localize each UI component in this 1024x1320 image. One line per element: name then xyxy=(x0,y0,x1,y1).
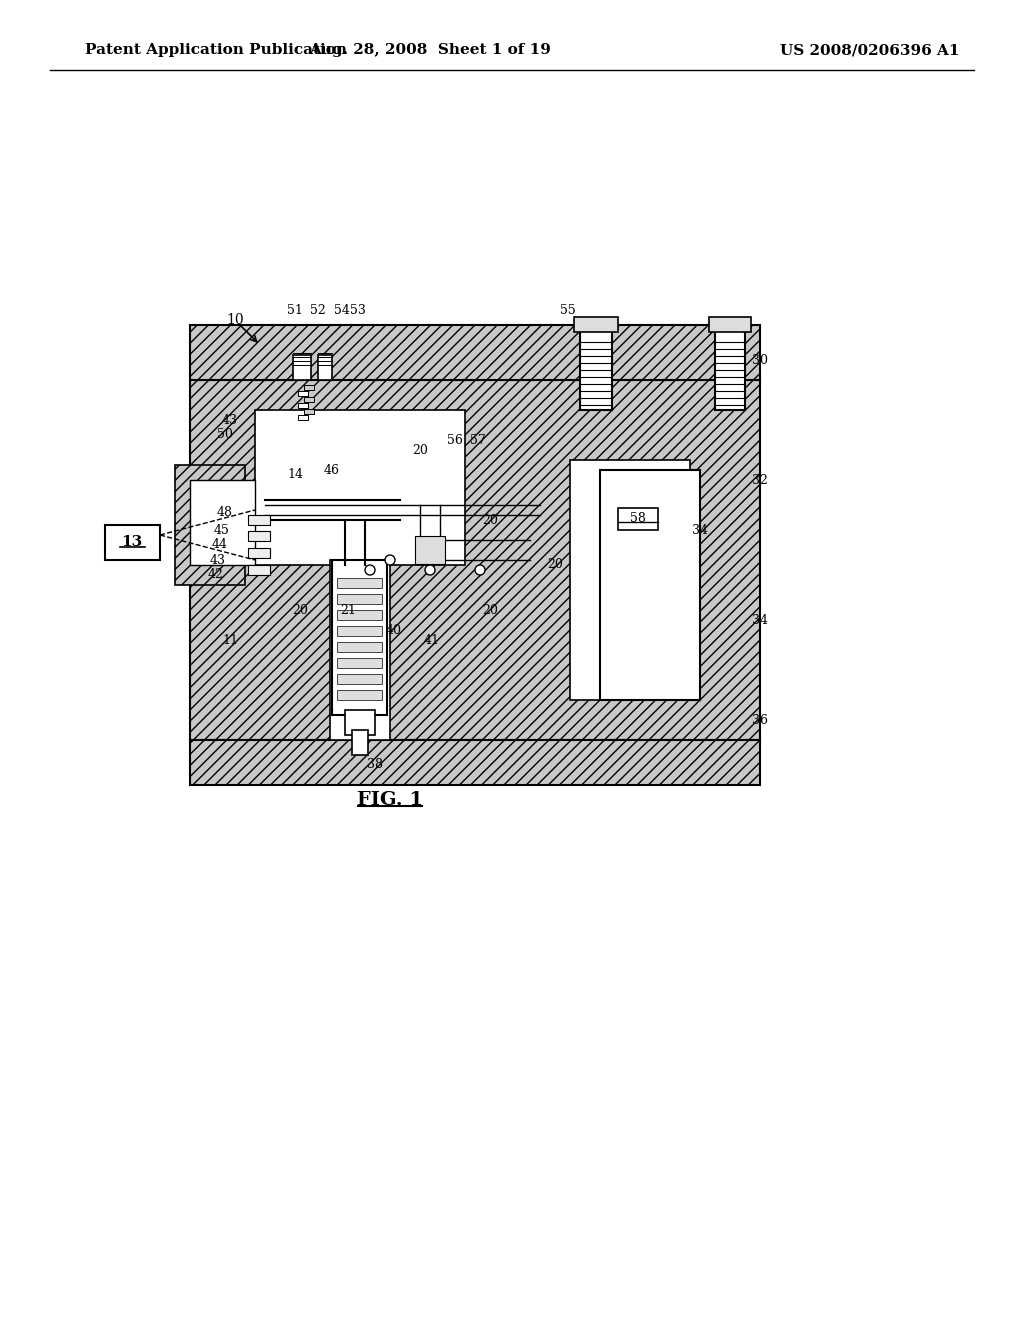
Text: 56: 56 xyxy=(447,433,463,446)
Bar xyxy=(304,397,314,403)
Bar xyxy=(304,385,314,389)
Circle shape xyxy=(425,565,435,576)
Text: FIG. 1: FIG. 1 xyxy=(357,791,423,809)
Bar xyxy=(190,480,255,565)
Bar xyxy=(337,626,382,636)
Text: 13: 13 xyxy=(122,535,142,549)
Bar xyxy=(190,741,760,785)
Bar xyxy=(337,610,382,620)
Bar xyxy=(337,578,382,587)
Circle shape xyxy=(365,565,375,576)
Circle shape xyxy=(475,565,485,576)
Bar xyxy=(248,565,270,576)
Bar xyxy=(248,515,270,525)
Text: 38: 38 xyxy=(367,759,383,771)
Bar xyxy=(574,317,618,333)
Text: 10: 10 xyxy=(226,313,244,327)
Text: 34: 34 xyxy=(692,524,708,536)
Text: 14: 14 xyxy=(287,469,303,482)
Bar xyxy=(304,409,314,414)
Text: 54: 54 xyxy=(334,304,350,317)
Text: 41: 41 xyxy=(424,634,440,647)
Text: 53: 53 xyxy=(350,304,366,317)
Bar xyxy=(580,330,612,411)
Bar xyxy=(190,325,760,380)
Bar xyxy=(709,317,751,333)
Text: 48: 48 xyxy=(217,506,233,519)
Bar xyxy=(298,403,308,408)
Text: 40: 40 xyxy=(386,623,402,636)
Text: 57: 57 xyxy=(470,433,485,446)
Bar xyxy=(618,508,658,531)
Text: 44: 44 xyxy=(212,539,228,552)
Text: 34: 34 xyxy=(752,614,768,627)
Bar xyxy=(337,642,382,652)
Bar xyxy=(345,710,375,735)
Bar xyxy=(190,380,760,741)
Text: 46: 46 xyxy=(324,463,340,477)
Bar xyxy=(298,391,308,396)
Text: 43: 43 xyxy=(222,413,238,426)
Text: Aug. 28, 2008  Sheet 1 of 19: Aug. 28, 2008 Sheet 1 of 19 xyxy=(309,44,551,57)
Text: 20: 20 xyxy=(547,558,563,572)
Bar xyxy=(337,594,382,605)
Bar xyxy=(415,536,445,564)
Bar xyxy=(570,459,690,700)
Bar xyxy=(255,411,465,565)
Bar xyxy=(298,414,308,420)
Text: 20: 20 xyxy=(482,513,498,527)
Bar xyxy=(248,531,270,541)
Text: Patent Application Publication: Patent Application Publication xyxy=(85,44,347,57)
Text: 21: 21 xyxy=(340,603,356,616)
Bar xyxy=(318,355,332,380)
Bar xyxy=(352,730,368,755)
Text: 20: 20 xyxy=(482,603,498,616)
Bar xyxy=(600,470,700,700)
Text: 11: 11 xyxy=(222,634,238,647)
Bar xyxy=(105,525,160,560)
Text: 45: 45 xyxy=(214,524,230,536)
Bar xyxy=(330,560,390,741)
Text: US 2008/0206396 A1: US 2008/0206396 A1 xyxy=(780,44,959,57)
Text: 52: 52 xyxy=(310,304,326,317)
Text: 50: 50 xyxy=(217,429,232,441)
Text: 55: 55 xyxy=(560,304,575,317)
Text: 58: 58 xyxy=(630,512,646,525)
Text: 42: 42 xyxy=(208,569,224,582)
Text: 51: 51 xyxy=(287,304,303,317)
Circle shape xyxy=(385,554,395,565)
Bar xyxy=(715,330,745,411)
Text: 32: 32 xyxy=(752,474,768,487)
Bar xyxy=(175,465,245,585)
Bar xyxy=(248,548,270,558)
Bar xyxy=(337,690,382,700)
Bar xyxy=(337,675,382,684)
Bar xyxy=(332,560,387,715)
Text: 30: 30 xyxy=(752,354,768,367)
Text: 20: 20 xyxy=(412,444,428,457)
Bar xyxy=(293,355,311,380)
Text: 36: 36 xyxy=(752,714,768,726)
Text: 43: 43 xyxy=(210,553,226,566)
Text: 20: 20 xyxy=(292,603,308,616)
Bar xyxy=(337,657,382,668)
